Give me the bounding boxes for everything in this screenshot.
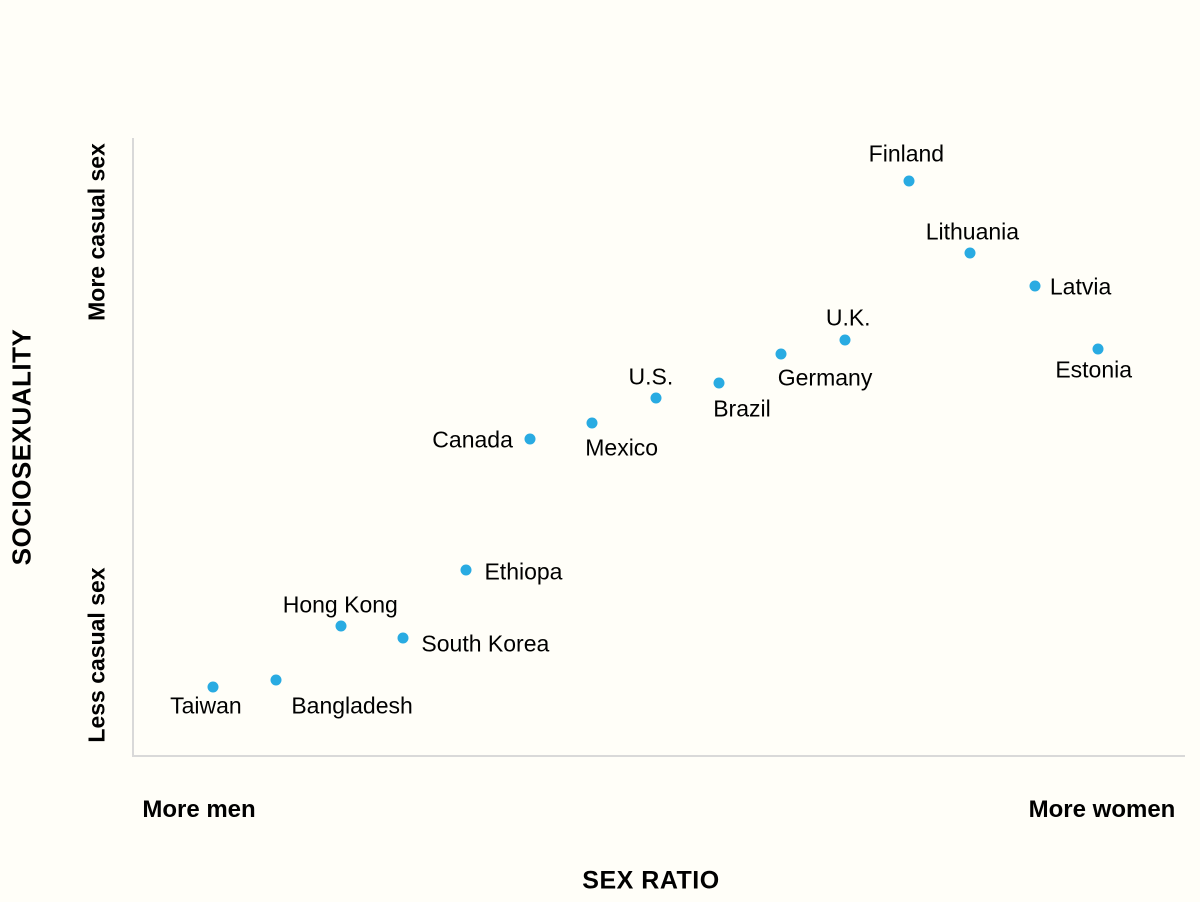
data-point-label-latvia: Latvia bbox=[1049, 273, 1112, 300]
data-point-label-canada: Canada bbox=[432, 426, 513, 453]
data-point-u-k bbox=[839, 334, 851, 346]
data-point-hong-kong bbox=[335, 620, 347, 632]
data-point-label-hong-kong: Hong Kong bbox=[282, 591, 398, 618]
data-point-south-korea bbox=[397, 632, 409, 644]
data-point-finland bbox=[903, 175, 915, 187]
x-axis-title: SEX RATIO bbox=[582, 866, 720, 895]
data-point-label-u-k: U.K. bbox=[825, 304, 871, 331]
data-point-label-germany: Germany bbox=[777, 364, 873, 391]
data-point-label-mexico: Mexico bbox=[585, 434, 659, 461]
data-point-label-finland: Finland bbox=[868, 140, 945, 167]
y-axis-line bbox=[132, 138, 134, 757]
data-point-label-lithuania: Lithuania bbox=[925, 218, 1020, 245]
data-point-canada bbox=[524, 433, 536, 445]
data-point-label-estonia: Estonia bbox=[1055, 356, 1133, 383]
data-point-taiwan bbox=[207, 681, 219, 693]
data-point-label-ethiopa: Ethiopa bbox=[484, 558, 563, 585]
data-point-lithuania bbox=[964, 247, 976, 259]
data-point-label-u-s: U.S. bbox=[628, 363, 674, 390]
x-axis-label-more-women: More women bbox=[1028, 796, 1176, 823]
data-point-ethiopa bbox=[460, 564, 472, 576]
data-point-brazil bbox=[713, 377, 725, 389]
x-axis-line bbox=[132, 755, 1185, 757]
data-point-u-s bbox=[650, 392, 662, 404]
data-point-germany bbox=[775, 348, 787, 360]
data-point-estonia bbox=[1092, 343, 1104, 355]
data-point-latvia bbox=[1029, 280, 1041, 292]
data-point-label-south-korea: South Korea bbox=[421, 630, 550, 657]
data-point-label-brazil: Brazil bbox=[713, 395, 771, 422]
data-point-label-bangladesh: Bangladesh bbox=[291, 692, 413, 719]
x-axis-label-more-men: More men bbox=[142, 796, 256, 823]
data-point-label-taiwan: Taiwan bbox=[170, 692, 242, 719]
data-point-bangladesh bbox=[270, 674, 282, 686]
data-point-mexico bbox=[586, 417, 598, 429]
